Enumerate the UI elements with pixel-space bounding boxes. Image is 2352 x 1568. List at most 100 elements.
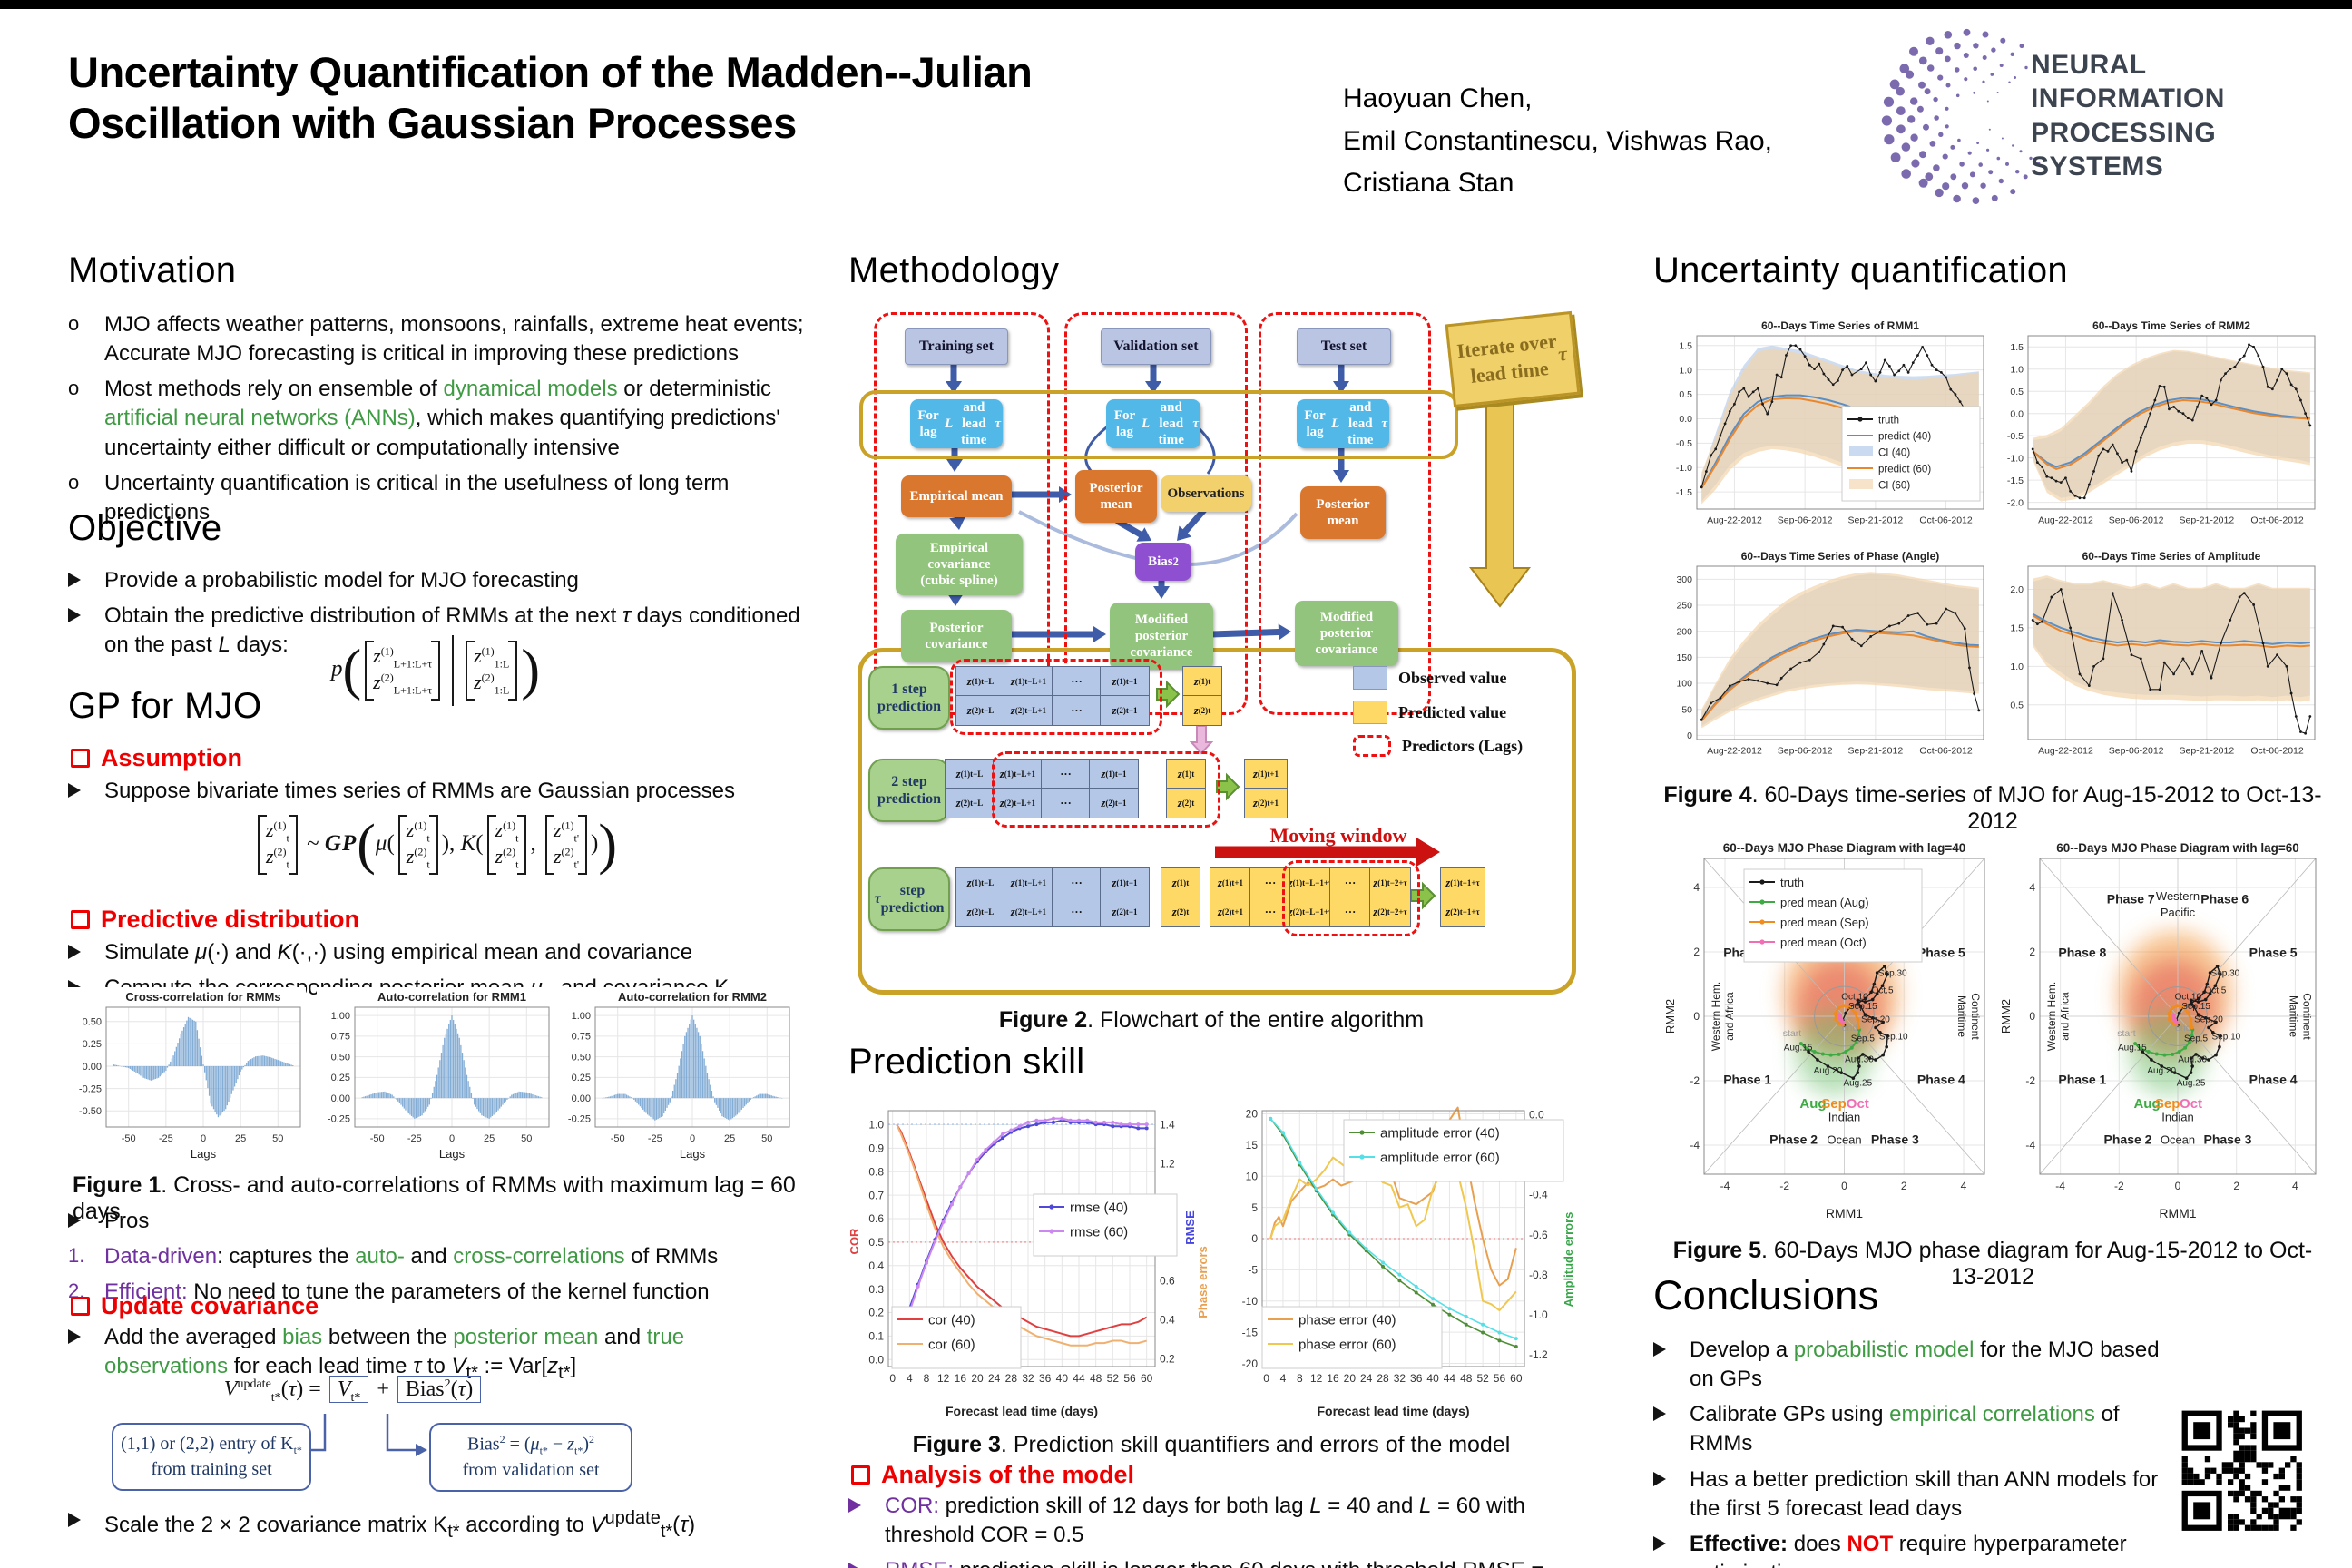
- callout-training-set: (1,1) or (2,2) entry of Kt* from training…: [112, 1423, 311, 1492]
- arrow-bullet-icon: [1653, 1465, 1690, 1524]
- svg-text:32: 32: [1022, 1372, 1034, 1385]
- svg-text:20: 20: [971, 1372, 984, 1385]
- arrow-bullet-icon: [68, 1207, 104, 1236]
- update-label: Update covariance: [101, 1292, 319, 1319]
- svg-text:truth: truth: [1780, 876, 1804, 889]
- svg-text:0: 0: [201, 1133, 206, 1144]
- matrix-cell: z (1) t: [1166, 759, 1206, 789]
- svg-text:Phase 4: Phase 4: [1917, 1073, 1965, 1087]
- svg-text:0.0: 0.0: [868, 1353, 884, 1366]
- svg-text:Oct-06-2012: Oct-06-2012: [2250, 746, 2304, 757]
- figure1-autocorrelation-rmm1-chart: -50 -25 0 25 50 -0.25 0.00 0.25 0.50 0.75 1.00 Auto…: [317, 987, 554, 1170]
- svg-text:32: 32: [1394, 1372, 1406, 1385]
- caption-segment: . 60-Days MJO phase diagram for Aug-15-2…: [1761, 1238, 2313, 1289]
- author-line: Haoyuan Chen,: [1343, 83, 1533, 113]
- svg-text:Sep-06-2012: Sep-06-2012: [2109, 515, 2164, 526]
- pros-list: Pros 1. Data-driven: captures the auto- an…: [68, 1207, 810, 1313]
- svg-text:-25: -25: [407, 1133, 422, 1144]
- svg-text:1.0: 1.0: [2010, 662, 2024, 672]
- svg-text:60--Days MJO Phase Diagram wit: 60--Days MJO Phase Diagram with lag=40: [1723, 841, 1965, 855]
- svg-text:COR: COR: [848, 1228, 861, 1255]
- svg-text:Sep-06-2012: Sep-06-2012: [1778, 515, 1833, 526]
- figure4-amplitude-chart: Aug-22-2012 Sep-06-2012 Sep-21-2012 Oct-06-…: [1994, 544, 2322, 771]
- svg-text:Ocean: Ocean: [1827, 1132, 1861, 1146]
- prediction-skill-heading: Prediction skill: [848, 1042, 1085, 1082]
- svg-text:Sep.10: Sep.10: [1879, 1033, 1908, 1043]
- bullet-marker: o: [68, 377, 80, 400]
- svg-text:start: start: [2117, 1028, 2136, 1039]
- svg-text:Aug.30: Aug.30: [2178, 1054, 2207, 1064]
- svg-text:60--Days Time Series of Amplit: 60--Days Time Series of Amplitude: [2082, 550, 2261, 563]
- svg-text:and Africa: and Africa: [2059, 992, 2072, 1041]
- svg-text:20: 20: [1344, 1372, 1357, 1385]
- svg-text:RMM1: RMM1: [2159, 1206, 2196, 1220]
- arrow-bullet-icon: [1653, 1336, 1690, 1394]
- arrow-bullet-icon: [848, 1492, 885, 1550]
- matrix-cell: z (1) t+1: [1210, 867, 1251, 898]
- svg-text:Maritime: Maritime: [1955, 995, 1968, 1037]
- svg-text:-5: -5: [1248, 1264, 1258, 1277]
- svg-text:Aug.15: Aug.15: [1784, 1043, 1813, 1053]
- scale-list: Scale the 2 × 2 covariance matrix Kt* ac…: [68, 1506, 810, 1551]
- svg-text:RMSE: RMSE: [1183, 1210, 1197, 1245]
- svg-text:Sep-06-2012: Sep-06-2012: [2109, 746, 2164, 757]
- figure4-rmm2-chart: Aug-22-2012 Sep-06-2012 Sep-21-2012 Oct-06-…: [1994, 314, 2322, 541]
- author-line: Emil Constantinescu, Vishwas Rao,: [1343, 125, 1772, 156]
- chart-svg: Aug-22-2012 Sep-06-2012 Sep-21-2012 Oct-06-…: [2007, 319, 2316, 526]
- svg-text:Ocean: Ocean: [2161, 1132, 2195, 1146]
- flow-arrows-layer: [946, 361, 1532, 910]
- svg-text:truth: truth: [1878, 415, 1899, 426]
- figure4-caption: Figure 4. 60-Days time-series of MJO for…: [1662, 782, 2323, 835]
- svg-text:Cross-correlation for RMMs: Cross-correlation for RMMs: [125, 990, 280, 1004]
- svg-text:1.0: 1.0: [868, 1119, 884, 1132]
- svg-text:-0.25: -0.25: [79, 1083, 102, 1094]
- svg-text:250: 250: [1676, 601, 1692, 612]
- bullet-marker: o: [68, 470, 80, 494]
- update-list: Add the averaged bias between the poster…: [68, 1323, 810, 1392]
- prediction-steps-container: [858, 648, 1576, 995]
- svg-text:-2: -2: [2114, 1180, 2124, 1192]
- svg-text:0: 0: [2175, 1180, 2181, 1192]
- svg-text:4: 4: [2292, 1180, 2298, 1192]
- svg-text:Aug.25: Aug.25: [2177, 1078, 2206, 1088]
- matrix-cell: z (2) t−2+τ: [1369, 897, 1411, 927]
- neurips-logo-text: NEURAL INFORMATION PROCESSING SYSTEMS: [2031, 48, 2334, 184]
- bullet-item: COR: prediction skill of 12 days for bot…: [848, 1492, 1574, 1550]
- svg-text:2: 2: [1693, 946, 1700, 958]
- matrix-cell: z (1) t−1: [1100, 867, 1150, 898]
- flow-box: For lag L and lead time τ: [1297, 399, 1389, 448]
- svg-text:40: 40: [1056, 1372, 1069, 1385]
- svg-text:200: 200: [1676, 626, 1692, 637]
- matrix-cell: z (1) t: [1182, 666, 1222, 697]
- svg-text:-20: -20: [1242, 1357, 1259, 1370]
- svg-text:0.00: 0.00: [83, 1062, 102, 1073]
- svg-text:1.5: 1.5: [1679, 340, 1692, 351]
- svg-text:cor (40): cor (40): [928, 1313, 975, 1328]
- svg-text:1.00: 1.00: [572, 1011, 591, 1022]
- qr-code: [2171, 1399, 2314, 1547]
- arrow-bullet-icon: [68, 938, 104, 967]
- arrow-bullet-icon: [68, 1323, 104, 1386]
- svg-text:1.0: 1.0: [2010, 364, 2024, 375]
- arrow-bullet-icon: [1653, 1530, 1690, 1568]
- svg-text:300: 300: [1676, 574, 1692, 585]
- svg-text:Phase 6: Phase 6: [2200, 892, 2249, 906]
- svg-text:0.3: 0.3: [868, 1283, 884, 1296]
- svg-text:cor (60): cor (60): [928, 1338, 975, 1353]
- svg-text:50: 50: [761, 1133, 772, 1144]
- matrix-cell: z (2) t+1: [1210, 897, 1251, 927]
- svg-text:60--Days Time Series of RMM2: 60--Days Time Series of RMM2: [2092, 319, 2250, 332]
- svg-text:Sep.15: Sep.15: [1848, 1002, 1877, 1012]
- logo-text-line1: NEURAL INFORMATION: [2031, 49, 2225, 114]
- svg-text:0.00: 0.00: [331, 1093, 350, 1104]
- svg-text:rmse (40): rmse (40): [1070, 1200, 1128, 1216]
- svg-text:CI (40): CI (40): [1878, 447, 1910, 458]
- svg-text:44: 44: [1073, 1372, 1085, 1385]
- svg-text:0.9: 0.9: [868, 1142, 884, 1155]
- yel-swatch-icon: [1353, 701, 1387, 724]
- svg-text:Phase errors: Phase errors: [1196, 1246, 1210, 1318]
- svg-text:Phase 3: Phase 3: [1871, 1132, 1919, 1146]
- svg-text:0.25: 0.25: [572, 1073, 591, 1083]
- svg-text:0: 0: [1693, 1010, 1700, 1023]
- svg-text:Western Hem.: Western Hem.: [2045, 982, 2058, 1051]
